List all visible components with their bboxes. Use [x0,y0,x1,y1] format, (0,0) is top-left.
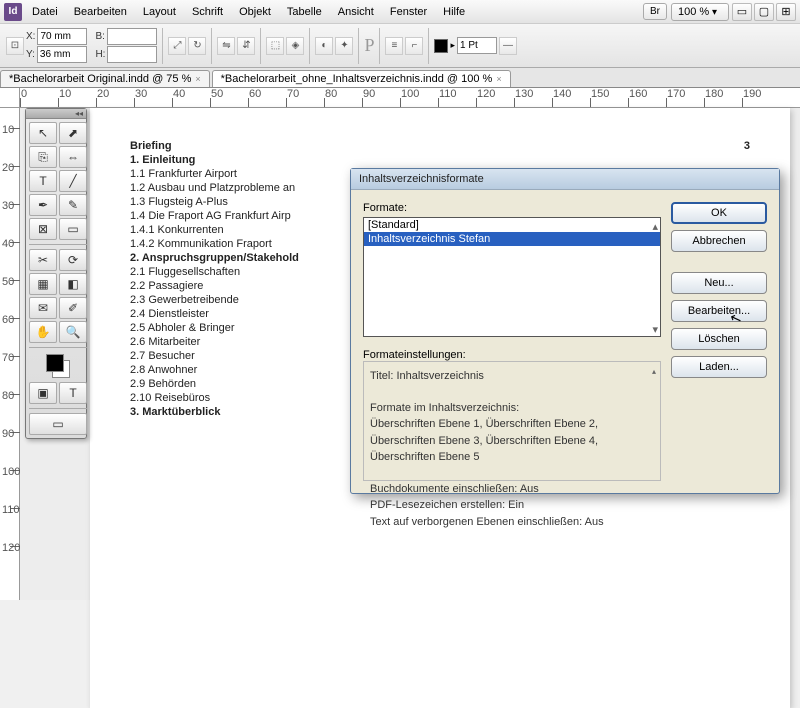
menu-hilfe[interactable]: Hilfe [435,3,473,21]
settings-label: Formateinstellungen: [363,349,661,361]
pen-tool[interactable]: ✒ [29,194,57,216]
x-input[interactable] [37,28,87,45]
document-tab[interactable]: *Bachelorarbeit Original.indd @ 75 %× [0,70,210,87]
corner-icon[interactable]: ⌐ [405,37,423,55]
wrap-icon[interactable]: ≡ [385,37,403,55]
menu-layout[interactable]: Layout [135,3,184,21]
control-bar: ⊡ X: Y: B: H: ⤢ ↻ ⇋ ⇵ ⬚ ◈ ◐ ✦ P ≡ ⌐ ▸ — [0,24,800,68]
fill-swatch-icon[interactable] [434,39,448,53]
y-input[interactable] [37,46,87,63]
toolbox-panel: ◂◂ ↖ ⬈ ⎘ ⇔ T ╱ ✒ ✎ ⊠ ▭ ✂ ⟳ ▦ ◧ ✉ ✐ ✋ 🔍 ▣ [25,108,87,439]
toc-entry: 1. Einleitung [130,154,750,166]
rotate-icon[interactable]: ↻ [188,37,206,55]
settings-box: ▴ Titel: Inhaltsverzeichnis Formate im I… [363,361,661,481]
selection-tool[interactable]: ↖ [29,122,57,144]
flip-h-icon[interactable]: ⇋ [217,37,235,55]
bridge-button[interactable]: Br [643,3,667,20]
transform-tool[interactable]: ⟳ [59,249,87,271]
type-tool[interactable]: T [29,170,57,192]
rectangle-tool[interactable]: ▭ [59,218,87,240]
ok-button[interactable]: OK [671,202,767,224]
load-button[interactable]: Laden... [671,356,767,378]
toc-formats-dialog: Inhaltsverzeichnisformate Formate: ▴▾ [S… [350,168,780,494]
line-tool[interactable]: ╱ [59,170,87,192]
menu-objekt[interactable]: Objekt [231,3,279,21]
document-tab[interactable]: *Bachelorarbeit_ohne_Inhaltsverzeichnis.… [212,70,511,87]
toc-entry: Briefing3 [130,140,750,152]
pathfinder-icon[interactable]: ◐ [315,37,333,55]
menu-fenster[interactable]: Fenster [382,3,435,21]
gradient-tool[interactable]: ▦ [29,273,57,295]
select-content-icon[interactable]: ◈ [286,37,304,55]
stroke-style-icon[interactable]: — [499,37,517,55]
menu-tabelle[interactable]: Tabelle [279,3,330,21]
ruler-vertical: 102030405060708090100110120 [0,108,20,600]
width-input[interactable] [107,28,157,45]
note-tool[interactable]: ✉ [29,297,57,319]
menu-datei[interactable]: Datei [24,3,66,21]
toolbox-header[interactable]: ◂◂ [26,109,86,119]
menu-bearbeiten[interactable]: Bearbeiten [66,3,135,21]
gap-tool[interactable]: ⇔ [59,146,87,168]
cancel-button[interactable]: Abbrechen [671,230,767,252]
direct-select-tool[interactable]: ⬈ [59,122,87,144]
ref-point-icon[interactable]: ⊡ [6,37,24,55]
ruler-origin[interactable] [0,88,20,108]
close-icon[interactable]: × [195,74,200,84]
zoom-level[interactable]: 100 % ▾ [671,3,729,21]
close-icon[interactable]: × [496,74,501,84]
view-mode-tool[interactable]: ▭ [29,413,87,435]
apply-text-icon[interactable]: T [59,382,87,404]
new-button[interactable]: Neu... [671,272,767,294]
app-icon: Id [4,3,22,21]
eyedropper-tool[interactable]: ✐ [59,297,87,319]
flip-v-icon[interactable]: ⇵ [237,37,255,55]
arrange-icon[interactable]: ⊞ [776,3,796,21]
screen-mode-icon[interactable]: ▢ [754,3,774,21]
page-tool[interactable]: ⎘ [29,146,57,168]
zoom-tool[interactable]: 🔍 [59,321,87,343]
fill-stroke-swatch[interactable] [29,352,87,380]
work-area: 0102030405060708090100110120130140150160… [0,88,800,600]
ruler-horizontal: 0102030405060708090100110120130140150160… [20,88,800,108]
edit-button[interactable]: Bearbeiten... [671,300,767,322]
formats-listbox[interactable]: ▴▾ [Standard]Inhaltsverzeichnis Stefan [363,217,661,337]
view-mode-icon[interactable]: ▭ [732,3,752,21]
format-list-item[interactable]: [Standard] [364,218,660,232]
formats-label: Formate: [363,202,661,214]
effect-icon[interactable]: ✦ [335,37,353,55]
format-list-item[interactable]: Inhaltsverzeichnis Stefan [364,232,660,246]
paragraph-icon: P [364,35,374,56]
scale-icon[interactable]: ⤢ [168,37,186,55]
stroke-input[interactable] [457,37,497,54]
menu-schrift[interactable]: Schrift [184,3,231,21]
pencil-tool[interactable]: ✎ [59,194,87,216]
menu-ansicht[interactable]: Ansicht [330,3,382,21]
select-container-icon[interactable]: ⬚ [266,37,284,55]
height-input[interactable] [107,46,157,63]
scissors-tool[interactable]: ✂ [29,249,57,271]
dialog-title: Inhaltsverzeichnisformate [351,169,779,190]
hand-tool[interactable]: ✋ [29,321,57,343]
frame-tool[interactable]: ⊠ [29,218,57,240]
apply-container-icon[interactable]: ▣ [29,382,57,404]
gradient-feather-tool[interactable]: ◧ [59,273,87,295]
delete-button[interactable]: Löschen [671,328,767,350]
menu-bar: Id DateiBearbeitenLayoutSchriftObjektTab… [0,0,800,24]
document-tabs: *Bachelorarbeit Original.indd @ 75 %×*Ba… [0,68,800,88]
